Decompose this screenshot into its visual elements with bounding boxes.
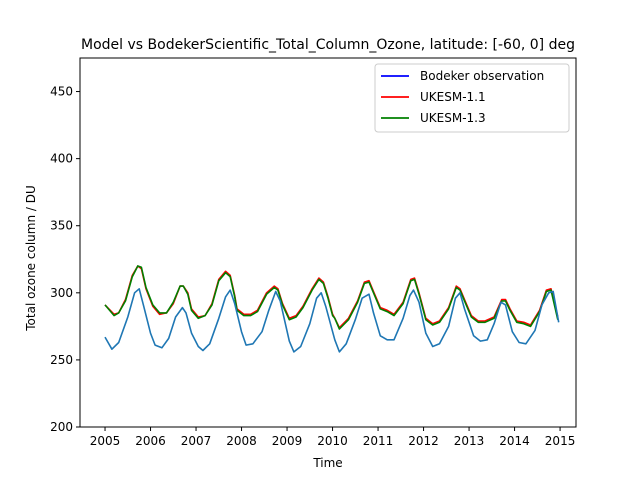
x-axis-label: Time [312, 456, 342, 470]
series-line-bodeker-observation [104, 287, 560, 353]
y-tick-label: 200 [50, 420, 73, 434]
series-line-ukesm-1-1 [104, 265, 559, 329]
x-tick-label: 2012 [408, 434, 439, 448]
legend-label: UKESM-1.3 [420, 111, 486, 125]
x-tick-label: 2010 [317, 434, 348, 448]
y-tick-label: 300 [50, 286, 73, 300]
legend-box [374, 63, 570, 133]
x-tick-label: 2015 [545, 434, 576, 448]
x-tick-label: 2005 [90, 434, 121, 448]
x-tick-label: 2006 [135, 434, 166, 448]
legend: Bodeker observation UKESM-1.1 UKESM-1.3 [374, 63, 570, 133]
x-tick-label: 2011 [363, 434, 394, 448]
x-tick-label: 2013 [454, 434, 485, 448]
y-tick-label: 250 [50, 353, 73, 367]
y-tick-label: 350 [50, 219, 73, 233]
legend-label: Bodeker observation [420, 69, 544, 83]
legend-label: UKESM-1.1 [420, 90, 486, 104]
x-tick-label: 2008 [226, 434, 257, 448]
y-tick-label: 400 [50, 152, 73, 166]
chart-title: Model vs BodekerScientific_Total_Column_… [81, 37, 575, 53]
x-tick-label: 2014 [499, 434, 530, 448]
y-axis-label: Total ozone column / DU [24, 185, 38, 332]
y-tick-label: 450 [50, 85, 73, 99]
series-line-ukesm-1-3 [104, 265, 559, 330]
axes-frame [79, 57, 577, 428]
plot-area: 2005 2006 2007 2008 2009 2010 2011 2012 2013 2014… [50, 57, 577, 448]
x-tick-label: 2009 [272, 434, 303, 448]
x-tick-label: 2007 [181, 434, 212, 448]
